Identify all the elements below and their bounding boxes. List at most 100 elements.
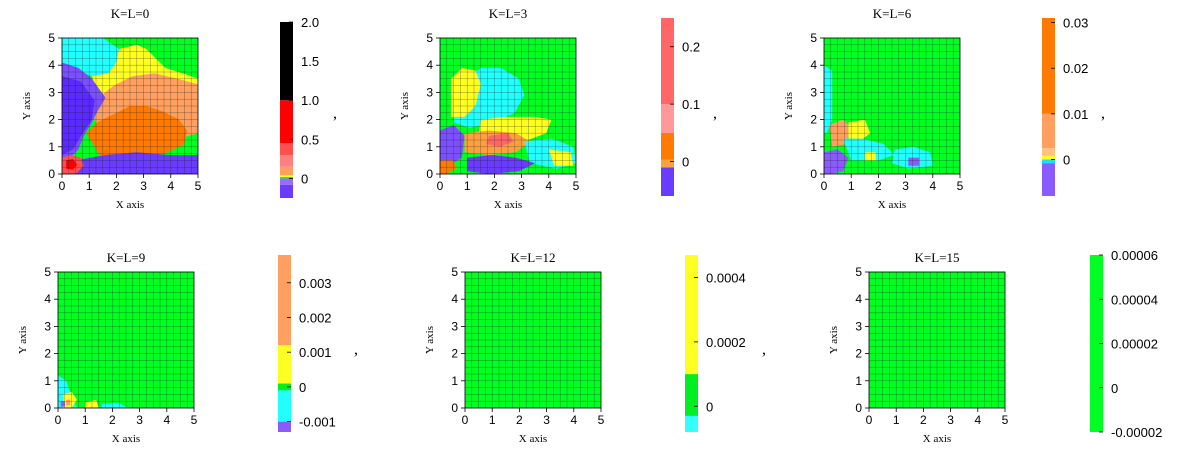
colorbar-tick-label: 0.03 <box>1063 16 1088 31</box>
y-tick-label: 4 <box>44 292 51 306</box>
panel-title: K=L=12 <box>511 250 556 265</box>
colorbar-band <box>280 175 293 177</box>
x-tick-label: 2 <box>516 413 523 427</box>
colorbar-tick-label: 0.00004 <box>1111 292 1158 307</box>
heatmap-region <box>62 76 95 155</box>
colorbar-band <box>278 421 291 432</box>
colorbar-band <box>278 383 291 391</box>
panel-4: K=L=9 0 1 2 3 4 5 0 1 2 3 4 5 X axis Y axis -0.001 0 0.00… <box>17 250 358 445</box>
plot-frame <box>439 37 577 175</box>
y-tick-label: 2 <box>48 113 55 127</box>
x-tick-label: 4 <box>570 413 577 427</box>
colorbar: 0 0.0002 0.0004 <box>685 255 746 432</box>
y-tick-label: 0 <box>48 167 55 181</box>
separator-comma: , <box>354 341 358 358</box>
x-tick-label: 2 <box>491 179 498 193</box>
y-tick-label: 5 <box>44 265 51 279</box>
x-tick-label: 4 <box>167 179 174 193</box>
colorbar-tick-label: 1.5 <box>301 54 319 69</box>
colorbar-tick-label: 0.01 <box>1063 107 1088 122</box>
y-tick-label: 1 <box>44 374 51 388</box>
colorbar: -0.00002 0 0.00002 0.00004 0.00006 <box>1090 248 1162 440</box>
y-tick-label: 4 <box>48 58 55 72</box>
heatmap-grid <box>58 272 194 408</box>
panel-title: K=L=15 <box>915 250 960 265</box>
y-tick-label: 4 <box>810 58 817 72</box>
colorbar-tick-label: 0.002 <box>299 310 332 325</box>
y-tick-label: 3 <box>451 319 458 333</box>
colorbar-band <box>280 143 293 155</box>
colorbar-tick-label: 0.00002 <box>1111 337 1158 352</box>
colorbar-band <box>280 22 293 101</box>
colorbar-band <box>1042 148 1055 156</box>
colorbar-band <box>280 184 293 198</box>
heatmap-grid <box>869 272 1005 408</box>
x-tick-label: 2 <box>875 179 882 193</box>
y-tick-label: 1 <box>451 374 458 388</box>
y-tick-label: 5 <box>451 265 458 279</box>
x-tick-label: 3 <box>902 179 909 193</box>
colorbar-band <box>661 18 674 105</box>
plot-frame <box>823 37 961 175</box>
colorbar-tick-label: 0.5 <box>301 132 319 147</box>
y-tick-label: 3 <box>855 319 862 333</box>
x-tick-label: 5 <box>1002 413 1009 427</box>
y-tick-label: 1 <box>855 374 862 388</box>
colorbar-tick-label: 0.00006 <box>1111 248 1158 263</box>
x-tick-label: 4 <box>163 413 170 427</box>
y-tick-label: 0 <box>855 401 862 415</box>
colorbar-band <box>1042 113 1055 149</box>
heatmap-grid <box>440 38 576 174</box>
colorbar-tick-label: 0 <box>1063 152 1070 167</box>
colorbar-band <box>661 132 674 160</box>
y-tick-label: 5 <box>48 31 55 45</box>
colorbar-band <box>685 255 698 375</box>
x-tick-label: 1 <box>848 179 855 193</box>
x-tick-label: 1 <box>86 179 93 193</box>
y-tick-label: 0 <box>426 167 433 181</box>
plot-frame <box>57 271 195 409</box>
x-tick-label: 0 <box>866 413 873 427</box>
y-tick-label: 1 <box>810 140 817 154</box>
y-tick-label: 4 <box>451 292 458 306</box>
colorbar-tick-label: 0.003 <box>299 276 332 291</box>
heatmap-region <box>908 157 920 166</box>
panel-title: K=L=0 <box>111 6 150 21</box>
x-tick-label: 1 <box>464 179 471 193</box>
x-tick-label: 0 <box>462 413 469 427</box>
x-tick-label: 3 <box>543 413 550 427</box>
y-tick-label: 3 <box>44 319 51 333</box>
colorbar-tick-label: 0.2 <box>682 40 700 55</box>
x-tick-label: 5 <box>195 179 202 193</box>
heatmap-region <box>824 149 849 174</box>
colorbar-band <box>278 390 291 422</box>
x-tick-label: 4 <box>545 179 552 193</box>
y-tick-label: 2 <box>810 113 817 127</box>
y-tick-label: 5 <box>855 265 862 279</box>
x-axis-label: X axis <box>878 199 906 211</box>
colorbar-band <box>1042 155 1055 160</box>
y-axis-label: Y axis <box>21 92 33 120</box>
heatmap-region <box>843 138 895 161</box>
x-tick-label: 1 <box>82 413 89 427</box>
x-axis-label: X axis <box>112 433 140 445</box>
colorbar-tick-label: 0.02 <box>1063 61 1088 76</box>
x-axis-label: X axis <box>519 433 547 445</box>
x-tick-label: 5 <box>191 413 198 427</box>
x-tick-label: 2 <box>920 413 927 427</box>
heatmap-region <box>60 401 65 407</box>
colorbar-band <box>1042 163 1055 196</box>
panel-5: K=L=12 0 1 2 3 4 5 0 1 2 3 4 5 X axis Y axis 0 0.0002 0.0… <box>424 250 766 445</box>
colorbar-band <box>685 415 698 432</box>
colorbar-band <box>661 167 674 196</box>
x-tick-label: 0 <box>59 179 66 193</box>
colorbar-tick-label: 0.0002 <box>706 335 746 350</box>
x-tick-label: 3 <box>136 413 143 427</box>
colorbar-band <box>280 154 293 167</box>
x-tick-label: 2 <box>113 179 120 193</box>
colorbar-band <box>278 345 291 384</box>
y-tick-label: 3 <box>426 85 433 99</box>
heatmap-grid <box>62 38 198 174</box>
colorbar-tick-label: 0 <box>682 155 689 170</box>
separator-comma: , <box>762 341 766 358</box>
